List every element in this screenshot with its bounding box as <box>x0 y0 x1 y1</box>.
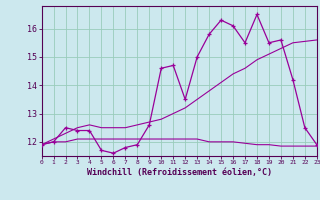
X-axis label: Windchill (Refroidissement éolien,°C): Windchill (Refroidissement éolien,°C) <box>87 168 272 177</box>
